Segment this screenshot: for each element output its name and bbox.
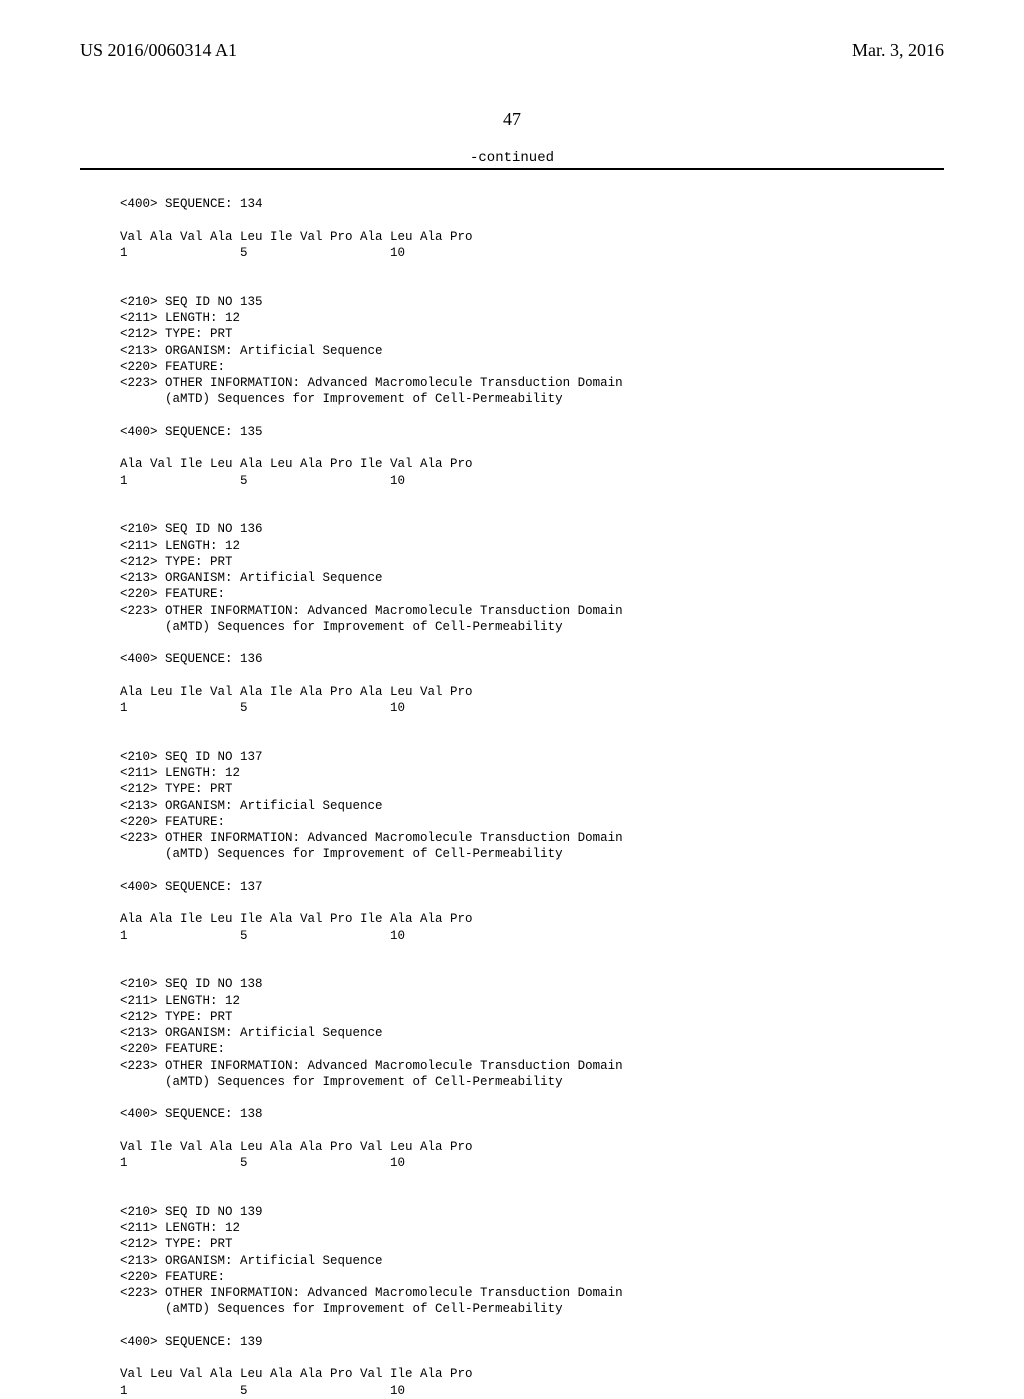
- pub-number: US 2016/0060314 A1: [80, 40, 237, 61]
- header-row: US 2016/0060314 A1 Mar. 3, 2016: [80, 40, 944, 61]
- sequence-listing: <400> SEQUENCE: 134 Val Ala Val Ala Leu …: [120, 180, 944, 1399]
- seq-organism: <213> ORGANISM: Artificial Sequence: [120, 344, 383, 358]
- page: US 2016/0060314 A1 Mar. 3, 2016 47 -cont…: [0, 0, 1024, 1320]
- seq-length: <211> LENGTH: 12: [120, 1221, 240, 1235]
- seq-400: <400> SEQUENCE: 136: [120, 652, 263, 666]
- seq-numbers: 1 5 10: [120, 1156, 405, 1170]
- seq-id: <210> SEQ ID NO 135: [120, 295, 263, 309]
- seq-feature: <220> FEATURE:: [120, 360, 225, 374]
- seq-type: <212> TYPE: PRT: [120, 555, 233, 569]
- seq-type: <212> TYPE: PRT: [120, 782, 233, 796]
- seq-id: <210> SEQ ID NO 139: [120, 1205, 263, 1219]
- seq-other-2: (aMTD) Sequences for Improvement of Cell…: [120, 847, 563, 861]
- pub-date: Mar. 3, 2016: [852, 40, 944, 61]
- seq-length: <211> LENGTH: 12: [120, 311, 240, 325]
- seq-other-1: <223> OTHER INFORMATION: Advanced Macrom…: [120, 376, 623, 390]
- seq-residues: Ala Val Ile Leu Ala Leu Ala Pro Ile Val …: [120, 457, 473, 471]
- seq-id: <210> SEQ ID NO 137: [120, 750, 263, 764]
- seq-residues: Val Ala Val Ala Leu Ile Val Pro Ala Leu …: [120, 230, 473, 244]
- seq-other-1: <223> OTHER INFORMATION: Advanced Macrom…: [120, 831, 623, 845]
- seq-length: <211> LENGTH: 12: [120, 539, 240, 553]
- seq-numbers: 1 5 10: [120, 474, 405, 488]
- seq-400: <400> SEQUENCE: 138: [120, 1107, 263, 1121]
- seq-other-1: <223> OTHER INFORMATION: Advanced Macrom…: [120, 1059, 623, 1073]
- seq-other-1: <223> OTHER INFORMATION: Advanced Macrom…: [120, 1286, 623, 1300]
- seq-numbers: 1 5 10: [120, 1384, 405, 1398]
- seq-residues: Ala Ala Ile Leu Ile Ala Val Pro Ile Ala …: [120, 912, 473, 926]
- seq-organism: <213> ORGANISM: Artificial Sequence: [120, 1026, 383, 1040]
- seq-feature: <220> FEATURE:: [120, 815, 225, 829]
- seq-400: <400> SEQUENCE: 134: [120, 197, 263, 211]
- seq-other-2: (aMTD) Sequences for Improvement of Cell…: [120, 620, 563, 634]
- seq-feature: <220> FEATURE:: [120, 587, 225, 601]
- page-number: 47: [80, 109, 944, 130]
- seq-400: <400> SEQUENCE: 137: [120, 880, 263, 894]
- seq-organism: <213> ORGANISM: Artificial Sequence: [120, 571, 383, 585]
- seq-residues: Ala Leu Ile Val Ala Ile Ala Pro Ala Leu …: [120, 685, 473, 699]
- seq-length: <211> LENGTH: 12: [120, 766, 240, 780]
- seq-400: <400> SEQUENCE: 139: [120, 1335, 263, 1349]
- seq-other-2: (aMTD) Sequences for Improvement of Cell…: [120, 392, 563, 406]
- seq-400: <400> SEQUENCE: 135: [120, 425, 263, 439]
- seq-id: <210> SEQ ID NO 136: [120, 522, 263, 536]
- seq-feature: <220> FEATURE:: [120, 1270, 225, 1284]
- seq-residues: Val Leu Val Ala Leu Ala Ala Pro Val Ile …: [120, 1367, 473, 1381]
- seq-numbers: 1 5 10: [120, 929, 405, 943]
- seq-other-1: <223> OTHER INFORMATION: Advanced Macrom…: [120, 604, 623, 618]
- divider: [80, 168, 944, 170]
- seq-numbers: 1 5 10: [120, 701, 405, 715]
- seq-organism: <213> ORGANISM: Artificial Sequence: [120, 799, 383, 813]
- seq-organism: <213> ORGANISM: Artificial Sequence: [120, 1254, 383, 1268]
- seq-other-2: (aMTD) Sequences for Improvement of Cell…: [120, 1302, 563, 1316]
- seq-type: <212> TYPE: PRT: [120, 1010, 233, 1024]
- seq-type: <212> TYPE: PRT: [120, 1237, 233, 1251]
- seq-feature: <220> FEATURE:: [120, 1042, 225, 1056]
- seq-type: <212> TYPE: PRT: [120, 327, 233, 341]
- seq-residues: Val Ile Val Ala Leu Ala Ala Pro Val Leu …: [120, 1140, 473, 1154]
- seq-length: <211> LENGTH: 12: [120, 994, 240, 1008]
- seq-id: <210> SEQ ID NO 138: [120, 977, 263, 991]
- continued-label: -continued: [80, 150, 944, 166]
- seq-numbers: 1 5 10: [120, 246, 405, 260]
- seq-other-2: (aMTD) Sequences for Improvement of Cell…: [120, 1075, 563, 1089]
